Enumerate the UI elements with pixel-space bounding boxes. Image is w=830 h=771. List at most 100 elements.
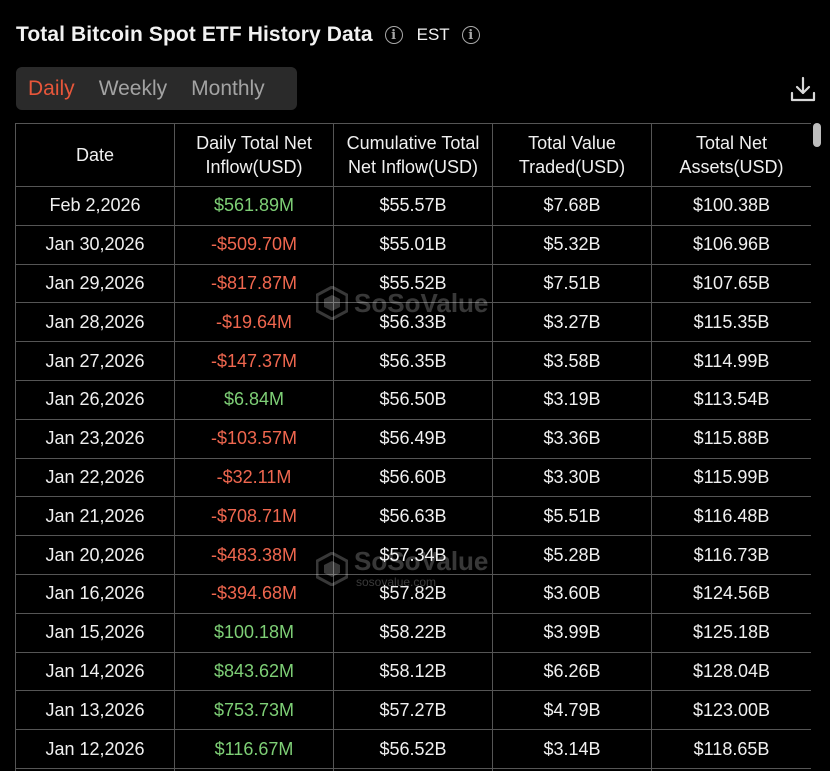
date-cell: Jan 27,2026 xyxy=(15,341,175,381)
daily-inflow-cell: $843.62M xyxy=(174,651,334,692)
net-assets-cell: $113.54B xyxy=(651,379,811,420)
table-row: Jan 13,2026 $753.73M $57.27B $4.79B $123.00B xyxy=(15,690,811,731)
history-table-container: Date Daily Total Net Inflow(USD) Cumulat… xyxy=(15,123,811,771)
daily-inflow-cell: $561.89M xyxy=(174,186,334,226)
value-traded-cell: $3.27B xyxy=(492,302,652,343)
net-assets-cell: $115.35B xyxy=(651,302,811,343)
date-cell: Jan 23,2026 xyxy=(15,418,175,459)
date-cell: Jan 14,2026 xyxy=(15,651,175,692)
table-row: Jan 14,2026 $843.62M $58.12B $6.26B $128.04B xyxy=(15,651,811,692)
date-cell: Jan 29,2026 xyxy=(15,263,175,304)
date-cell: Jan 26,2026 xyxy=(15,379,175,420)
column-header-cumulative[interactable]: Cumulative Total Net Inflow(USD) xyxy=(333,123,493,187)
value-traded-cell: $5.51B xyxy=(492,496,652,537)
date-cell: Jan 22,2026 xyxy=(15,457,175,498)
cumulative-inflow-cell: $56.33B xyxy=(333,302,493,343)
cumulative-inflow-cell: $55.57B xyxy=(333,186,493,226)
date-cell: Jan 12,2026 xyxy=(15,729,175,769)
cumulative-inflow-cell: $58.22B xyxy=(333,612,493,653)
cumulative-inflow-cell: $57.27B xyxy=(333,690,493,731)
date-cell: Jan 21,2026 xyxy=(15,496,175,537)
value-traded-cell: $3.58B xyxy=(492,341,652,381)
net-assets-cell: $107.65B xyxy=(651,263,811,304)
cumulative-inflow-cell: $56.49B xyxy=(333,418,493,459)
cumulative-inflow-cell: $55.01B xyxy=(333,224,493,265)
value-traded-cell: $3.19B xyxy=(492,379,652,420)
daily-inflow-cell: -$708.71M xyxy=(174,496,334,537)
table-body: Feb 2,2026 $561.89M $55.57B $7.68B $100.38B J… xyxy=(15,186,811,771)
date-cell: Jan 28,2026 xyxy=(15,302,175,343)
daily-inflow-cell: -$19.64M xyxy=(174,302,334,343)
table-row: Jan 12,2026 $116.67M $56.52B $3.14B $118.65B xyxy=(15,729,811,769)
table-header-row: Date Daily Total Net Inflow(USD) Cumulat… xyxy=(15,123,811,187)
daily-inflow-cell: -$394.68M xyxy=(174,573,334,614)
net-assets-cell: $123.00B xyxy=(651,690,811,731)
history-table: Date Daily Total Net Inflow(USD) Cumulat… xyxy=(15,123,811,771)
column-header-net-assets[interactable]: Total Net Assets(USD) xyxy=(651,123,811,187)
table-row: Jan 30,2026 -$509.70M $55.01B $5.32B $106.96… xyxy=(15,224,811,265)
net-assets-cell: $118.65B xyxy=(651,729,811,769)
daily-inflow-cell: -$147.37M xyxy=(174,341,334,381)
cumulative-inflow-cell: $55.52B xyxy=(333,263,493,304)
net-assets-cell xyxy=(651,767,811,771)
daily-inflow-cell: $100.18M xyxy=(174,612,334,653)
table-row: Jan 23,2026 -$103.57M $56.49B $3.36B $115.88… xyxy=(15,418,811,459)
cumulative-inflow-cell: $57.82B xyxy=(333,573,493,614)
value-traded-cell: $3.14B xyxy=(492,729,652,769)
tab-monthly[interactable]: Monthly xyxy=(191,76,265,100)
value-traded-cell: $6.26B xyxy=(492,651,652,692)
date-cell: Jan 30,2026 xyxy=(15,224,175,265)
daily-inflow-cell: -$483.38M xyxy=(174,535,334,575)
value-traded-cell: $3.60B xyxy=(492,573,652,614)
net-assets-cell: $116.73B xyxy=(651,535,811,575)
download-button[interactable] xyxy=(788,74,818,104)
daily-inflow-cell: -$817.87M xyxy=(174,263,334,304)
net-assets-cell: $115.99B xyxy=(651,457,811,498)
value-traded-cell: $5.32B xyxy=(492,224,652,265)
table-row: Jan 21,2026 -$708.71M $56.63B $5.51B $116.48… xyxy=(15,496,811,537)
cumulative-inflow-cell: $56.63B xyxy=(333,496,493,537)
cumulative-inflow-cell: $56.52B xyxy=(333,729,493,769)
column-header-date[interactable]: Date xyxy=(15,123,175,187)
cumulative-inflow-cell: $58.12B xyxy=(333,651,493,692)
date-cell: Jan 15,2026 xyxy=(15,612,175,653)
timezone-label: EST xyxy=(416,25,450,44)
download-icon xyxy=(790,76,816,102)
table-row: Jan 27,2026 -$147.37M $56.35B $3.58B $114.99… xyxy=(15,341,811,381)
date-cell: Feb 2,2026 xyxy=(15,186,175,226)
tab-weekly[interactable]: Weekly xyxy=(98,76,168,100)
table-row: Jan 28,2026 -$19.64M $56.33B $3.27B $115.35B xyxy=(15,302,811,343)
table-row: Jan 15,2026 $100.18M $58.22B $3.99B $125.18B xyxy=(15,612,811,653)
net-assets-cell: $106.96B xyxy=(651,224,811,265)
daily-inflow-cell: -$509.70M xyxy=(174,224,334,265)
value-traded-cell: $3.36B xyxy=(492,418,652,459)
table-row: Feb 2,2026 $561.89M $55.57B $7.68B $100.38B xyxy=(15,186,811,226)
net-assets-cell: $128.04B xyxy=(651,651,811,692)
net-assets-cell: $114.99B xyxy=(651,341,811,381)
date-cell: Jan 16,2026 xyxy=(15,573,175,614)
net-assets-cell: $100.38B xyxy=(651,186,811,226)
info-icon[interactable]: i xyxy=(384,26,403,44)
date-cell: Jan 13,2026 xyxy=(15,690,175,731)
net-assets-cell: $116.48B xyxy=(651,496,811,537)
value-traded-cell: $7.51B xyxy=(492,263,652,304)
net-assets-cell: $115.88B xyxy=(651,418,811,459)
table-row: Jan 29,2026 -$817.87M $55.52B $7.51B $107.65… xyxy=(15,263,811,304)
daily-inflow-cell: $753.73M xyxy=(174,690,334,731)
timezone-info-icon[interactable]: i xyxy=(461,26,480,44)
scrollbar-thumb[interactable] xyxy=(813,123,821,147)
net-assets-cell: $124.56B xyxy=(651,573,811,614)
column-header-value-traded[interactable]: Total Value Traded(USD) xyxy=(492,123,652,187)
cumulative-inflow-cell: $56.50B xyxy=(333,379,493,420)
value-traded-cell: $3.99B xyxy=(492,612,652,653)
net-assets-cell: $125.18B xyxy=(651,612,811,653)
page-title: Total Bitcoin Spot ETF History Data xyxy=(16,23,373,46)
tab-daily[interactable]: Daily xyxy=(28,76,75,100)
daily-inflow-cell: -$103.57M xyxy=(174,418,334,459)
page-header: Total Bitcoin Spot ETF History Data i ES… xyxy=(16,20,480,50)
table-row: Jan 16,2026 -$394.68M $57.82B $3.60B $124.56… xyxy=(15,573,811,614)
date-cell: Jan 20,2026 xyxy=(15,535,175,575)
column-header-daily-inflow[interactable]: Daily Total Net Inflow(USD) xyxy=(174,123,334,187)
value-traded-cell: $3.30B xyxy=(492,457,652,498)
value-traded-cell: $4.79B xyxy=(492,690,652,731)
